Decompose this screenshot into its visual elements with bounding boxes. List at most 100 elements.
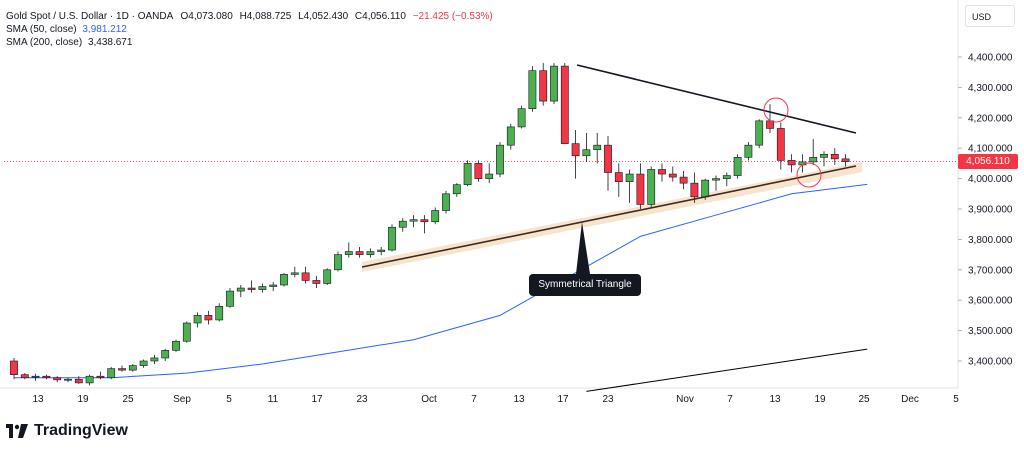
candle-up (744, 144, 753, 158)
y-tick-label: 3,500.000 (968, 326, 1013, 337)
candle-up (161, 350, 170, 359)
candle-up (593, 144, 602, 151)
y-tick-label: 4,100.000 (968, 144, 1013, 155)
candle-up (236, 287, 245, 292)
touch-circle-lower (796, 162, 822, 188)
callout-pointer (576, 222, 590, 274)
candle-down (636, 173, 645, 205)
candle-down (658, 169, 666, 175)
open-value: 4,073.080 (188, 11, 233, 22)
x-tick-label: Oct (421, 394, 437, 405)
candle-down (118, 368, 126, 371)
candle-up (485, 173, 494, 179)
candle-up (442, 193, 450, 211)
candle-down (571, 143, 580, 157)
last-price-tag: 4,056.110 (958, 154, 1018, 169)
candle-up (215, 305, 224, 321)
chart-legend: Gold Spot / U.S. Dollar · 1D · OANDA O4,… (6, 10, 493, 49)
x-tick-label: 25 (858, 394, 870, 405)
candle-down (604, 144, 612, 173)
candle-up (290, 272, 299, 275)
upper-trendline (576, 64, 857, 134)
candle-up (226, 290, 234, 307)
candle-up (258, 286, 267, 290)
candle-up (398, 220, 407, 228)
sma50-label: SMA (50, close) (6, 24, 77, 35)
candle-up (334, 254, 342, 271)
candle-down (10, 360, 18, 375)
candle-up (463, 163, 472, 185)
x-tick-label: 7 (727, 394, 733, 405)
x-tick-label: 13 (32, 394, 44, 405)
open-label: O (180, 11, 189, 22)
x-tick-label: 5 (226, 394, 232, 405)
y-tick-label: 4,200.000 (968, 113, 1013, 124)
candle-down (539, 70, 548, 102)
candle-down (830, 153, 839, 160)
candle-up (452, 184, 461, 195)
candle-up (366, 251, 375, 255)
low-value: 4,052.430 (303, 11, 349, 22)
candle-down (312, 280, 321, 284)
x-tick-label: 23 (602, 394, 614, 405)
candle-up (344, 251, 353, 255)
candle-up (388, 226, 396, 251)
brand-name: TradingView (34, 422, 128, 439)
touch-circle-upper (763, 97, 789, 123)
sma200-value: 3,438.671 (87, 37, 133, 48)
candle-up (755, 120, 764, 146)
y-tick-label: 3,600.000 (968, 296, 1013, 307)
x-tick-label: 19 (77, 394, 89, 405)
symbol-row: Gold Spot / U.S. Dollar · 1D · OANDA O4,… (6, 10, 493, 23)
candle-up (182, 322, 191, 342)
candle-down (247, 287, 256, 290)
candle-down (42, 375, 51, 379)
candle-down (474, 163, 483, 179)
candle-up (64, 378, 72, 381)
candle-up (323, 269, 332, 284)
x-tick-label: Nov (676, 394, 694, 405)
x-tick-label: 17 (557, 394, 569, 405)
brand-logo: TradingView (6, 422, 128, 440)
candle-up (701, 179, 710, 198)
high-label: H (239, 11, 247, 22)
candle-down (841, 158, 850, 162)
x-tick-label: 13 (513, 394, 525, 405)
sma50-line (14, 183, 868, 379)
x-tick-label: 13 (769, 394, 781, 405)
candle-up (431, 210, 440, 223)
low-label: L (298, 11, 304, 22)
y-tick-label: 3,900.000 (968, 205, 1013, 216)
symbol-title: Gold Spot / U.S. Dollar · 1D · OANDA (6, 11, 173, 22)
x-tick-label: 17 (311, 394, 323, 405)
candle-up (107, 368, 116, 379)
x-tick-label: Sep (173, 394, 191, 405)
y-tick-label: 4,300.000 (968, 83, 1013, 94)
candle-up (733, 157, 742, 176)
candle-down (204, 315, 213, 321)
x-tick-label: 5 (953, 394, 959, 405)
candle-up (517, 108, 526, 128)
candle-down (301, 272, 310, 281)
x-tick-label: 7 (471, 394, 477, 405)
y-tick-label: 3,700.000 (968, 265, 1013, 276)
sma50-value: 3,981.212 (82, 24, 127, 35)
candle-down (74, 378, 83, 384)
sma200-label: SMA (200, close) (6, 37, 83, 48)
candle-down (53, 377, 62, 381)
candle-up (409, 219, 418, 222)
change-value: −21.425 (−0.53%) (412, 11, 493, 22)
x-tick-label: 19 (814, 394, 826, 405)
candle-up (377, 249, 386, 252)
candle-up (625, 173, 634, 182)
candle-up (582, 149, 591, 157)
sma200-line (586, 348, 868, 392)
candle-down (614, 172, 623, 182)
x-tick-label: 23 (356, 394, 368, 405)
candle-up (712, 178, 720, 181)
candle-down (690, 182, 699, 198)
candle-down (96, 375, 105, 379)
currency-selector[interactable]: USD (965, 5, 1015, 27)
candle-up (809, 157, 818, 163)
